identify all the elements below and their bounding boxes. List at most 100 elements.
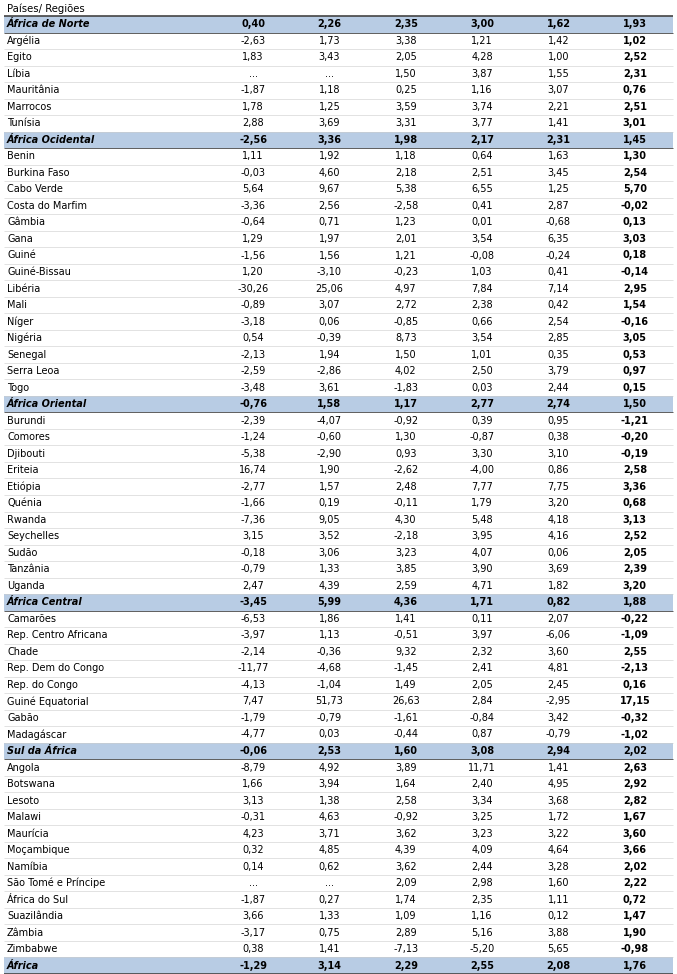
Text: 1,66: 1,66 bbox=[242, 779, 264, 789]
Text: -2,86: -2,86 bbox=[317, 366, 342, 376]
Text: 5,99: 5,99 bbox=[318, 597, 341, 608]
Text: 1,41: 1,41 bbox=[548, 119, 569, 129]
Text: 2,58: 2,58 bbox=[395, 796, 416, 805]
Text: 4,30: 4,30 bbox=[395, 515, 416, 525]
Text: 5,48: 5,48 bbox=[471, 515, 493, 525]
Text: Líbia: Líbia bbox=[7, 69, 30, 79]
Text: 1,13: 1,13 bbox=[319, 630, 341, 640]
Text: -1,87: -1,87 bbox=[240, 86, 265, 95]
Text: 3,13: 3,13 bbox=[242, 796, 264, 805]
Text: Uganda: Uganda bbox=[7, 581, 45, 591]
Text: 4,07: 4,07 bbox=[471, 547, 493, 558]
Text: 1,41: 1,41 bbox=[319, 944, 341, 955]
Text: 0,40: 0,40 bbox=[241, 19, 265, 29]
Text: -2,13: -2,13 bbox=[621, 663, 649, 673]
Text: Namíbia: Namíbia bbox=[7, 862, 47, 872]
Text: -0,84: -0,84 bbox=[470, 713, 495, 723]
Text: 1,63: 1,63 bbox=[548, 151, 569, 162]
Text: 3,23: 3,23 bbox=[395, 547, 416, 558]
Text: 2,52: 2,52 bbox=[623, 531, 647, 542]
Text: 2,48: 2,48 bbox=[395, 482, 416, 492]
Text: 7,77: 7,77 bbox=[471, 482, 493, 492]
Text: -3,97: -3,97 bbox=[240, 630, 265, 640]
Text: Guiné-Bissau: Guiné-Bissau bbox=[7, 267, 71, 277]
Text: -2,18: -2,18 bbox=[393, 531, 418, 542]
Text: 4,09: 4,09 bbox=[471, 845, 493, 855]
Text: 3,23: 3,23 bbox=[471, 829, 493, 839]
Text: 6,55: 6,55 bbox=[471, 184, 493, 195]
Text: 7,84: 7,84 bbox=[471, 283, 493, 293]
Text: -3,36: -3,36 bbox=[240, 201, 265, 211]
Text: -1,56: -1,56 bbox=[240, 250, 265, 260]
Text: Rep. do Congo: Rep. do Congo bbox=[7, 680, 78, 690]
Text: Camarões: Camarões bbox=[7, 614, 56, 624]
Text: 1,71: 1,71 bbox=[470, 597, 494, 608]
Text: -1,66: -1,66 bbox=[240, 499, 265, 508]
Text: 1,45: 1,45 bbox=[623, 134, 647, 145]
Text: 0,64: 0,64 bbox=[471, 151, 493, 162]
Text: -2,95: -2,95 bbox=[546, 696, 571, 706]
Text: 3,88: 3,88 bbox=[548, 927, 569, 938]
Bar bbox=[4, 743, 673, 760]
Text: Maurícia: Maurícia bbox=[7, 829, 49, 839]
Text: 1,01: 1,01 bbox=[471, 350, 493, 359]
Text: -0,23: -0,23 bbox=[393, 267, 418, 277]
Text: 2,88: 2,88 bbox=[242, 119, 264, 129]
Text: 2,58: 2,58 bbox=[623, 466, 647, 475]
Text: 3,28: 3,28 bbox=[548, 862, 569, 872]
Text: 0,41: 0,41 bbox=[471, 201, 493, 211]
Text: 3,45: 3,45 bbox=[548, 168, 569, 178]
Text: 3,62: 3,62 bbox=[395, 829, 416, 839]
Text: Cabo Verde: Cabo Verde bbox=[7, 184, 63, 195]
Text: 1,18: 1,18 bbox=[319, 86, 341, 95]
Text: São Tomé e Príncipe: São Tomé e Príncipe bbox=[7, 878, 105, 888]
Text: 0,25: 0,25 bbox=[395, 86, 416, 95]
Text: -4,77: -4,77 bbox=[240, 730, 266, 739]
Text: Malawi: Malawi bbox=[7, 812, 41, 822]
Text: 0,38: 0,38 bbox=[242, 944, 264, 955]
Text: -0,92: -0,92 bbox=[393, 812, 418, 822]
Text: 1,41: 1,41 bbox=[395, 614, 416, 624]
Text: -1,02: -1,02 bbox=[621, 730, 649, 739]
Text: 2,40: 2,40 bbox=[471, 779, 493, 789]
Text: 2,38: 2,38 bbox=[471, 300, 493, 310]
Text: 0,18: 0,18 bbox=[623, 250, 647, 260]
Text: 1,42: 1,42 bbox=[548, 36, 569, 46]
Text: 3,62: 3,62 bbox=[395, 862, 416, 872]
Text: -11,77: -11,77 bbox=[238, 663, 269, 673]
Text: África Central: África Central bbox=[7, 597, 83, 608]
Text: 2,59: 2,59 bbox=[395, 581, 416, 591]
Bar bbox=[4, 957, 673, 974]
Bar bbox=[4, 131, 673, 148]
Text: 1,60: 1,60 bbox=[548, 879, 569, 888]
Text: -0,24: -0,24 bbox=[546, 250, 571, 260]
Text: -2,63: -2,63 bbox=[240, 36, 265, 46]
Text: -0,14: -0,14 bbox=[621, 267, 649, 277]
Text: 4,16: 4,16 bbox=[548, 531, 569, 542]
Text: -2,59: -2,59 bbox=[240, 366, 266, 376]
Text: 1,33: 1,33 bbox=[319, 912, 341, 921]
Text: 0,66: 0,66 bbox=[471, 317, 493, 326]
Text: -0,60: -0,60 bbox=[317, 432, 342, 442]
Text: 2,35: 2,35 bbox=[471, 895, 493, 905]
Text: -0,85: -0,85 bbox=[393, 317, 418, 326]
Text: Tunísia: Tunísia bbox=[7, 119, 41, 129]
Text: -0,06: -0,06 bbox=[239, 746, 267, 756]
Text: 1,90: 1,90 bbox=[319, 466, 341, 475]
Text: -0,16: -0,16 bbox=[621, 317, 649, 326]
Text: -6,06: -6,06 bbox=[546, 630, 571, 640]
Text: 4,39: 4,39 bbox=[395, 845, 416, 855]
Text: 25,06: 25,06 bbox=[315, 283, 343, 293]
Text: -0,02: -0,02 bbox=[621, 201, 649, 211]
Text: 3,69: 3,69 bbox=[548, 564, 569, 575]
Text: 1,54: 1,54 bbox=[623, 300, 647, 310]
Text: 1,88: 1,88 bbox=[623, 597, 647, 608]
Text: Rwanda: Rwanda bbox=[7, 515, 46, 525]
Text: 0,38: 0,38 bbox=[548, 432, 569, 442]
Text: 0,03: 0,03 bbox=[319, 730, 341, 739]
Text: 0,68: 0,68 bbox=[623, 499, 647, 508]
Text: 2,32: 2,32 bbox=[471, 647, 493, 656]
Text: -4,68: -4,68 bbox=[317, 663, 342, 673]
Text: Angola: Angola bbox=[7, 763, 41, 772]
Text: 1,23: 1,23 bbox=[395, 217, 416, 228]
